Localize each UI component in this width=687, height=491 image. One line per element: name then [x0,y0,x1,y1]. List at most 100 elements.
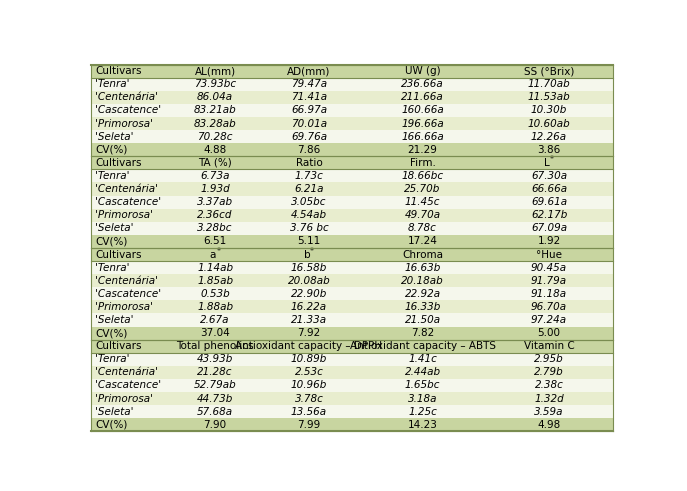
Text: 67.30a: 67.30a [531,171,567,181]
Bar [485,405,613,418]
Text: 7.99: 7.99 [297,420,321,430]
Bar [360,156,485,169]
Bar [485,353,613,366]
Text: 2.67a: 2.67a [201,315,230,325]
Text: °Hue: °Hue [536,249,562,260]
Bar [258,91,360,104]
Bar [360,91,485,104]
Bar [485,156,613,169]
Text: 2.36cd: 2.36cd [197,210,233,220]
Bar [91,340,172,353]
Bar [360,104,485,117]
Text: 44.73b: 44.73b [197,394,234,404]
Text: 4.98: 4.98 [537,420,561,430]
Text: 'Seleta': 'Seleta' [95,132,134,141]
Text: 6.73a: 6.73a [201,171,230,181]
Bar [485,209,613,222]
Bar [172,104,258,117]
Bar [91,130,172,143]
Text: 'Primorosa': 'Primorosa' [95,118,153,129]
Bar [258,78,360,91]
Text: 196.66a: 196.66a [401,118,444,129]
Text: 71.41a: 71.41a [291,92,327,102]
Text: 'Tenra': 'Tenra' [95,355,130,364]
Text: 1.41c: 1.41c [408,355,437,364]
Bar [485,287,613,300]
Text: 11.70ab: 11.70ab [528,79,570,89]
Text: 1.65bc: 1.65bc [405,381,440,390]
Bar [91,183,172,195]
Bar [360,130,485,143]
Bar [91,366,172,379]
Text: 91.79a: 91.79a [531,276,567,286]
Bar [172,235,258,248]
Text: 1.93d: 1.93d [200,184,230,194]
Bar [258,209,360,222]
Text: 236.66a: 236.66a [401,79,444,89]
Bar [258,287,360,300]
Text: 'Centenária': 'Centenária' [95,184,159,194]
Bar [91,300,172,313]
Text: 'Cascatence': 'Cascatence' [95,289,161,299]
Bar [91,274,172,287]
Text: 10.30b: 10.30b [531,106,567,115]
Text: 3.37ab: 3.37ab [197,197,233,207]
Text: 10.89b: 10.89b [291,355,327,364]
Text: 10.60ab: 10.60ab [528,118,570,129]
Text: Ratio: Ratio [295,158,322,168]
Bar [258,169,360,183]
Bar [485,418,613,431]
Text: 97.24a: 97.24a [531,315,567,325]
Text: 79.47a: 79.47a [291,79,327,89]
Text: 0.53b: 0.53b [200,289,230,299]
Text: 7.90: 7.90 [203,420,227,430]
Bar [91,104,172,117]
Text: 'Seleta': 'Seleta' [95,407,134,417]
Bar [91,392,172,405]
Text: 13.56a: 13.56a [291,407,327,417]
Bar [485,366,613,379]
Text: Cultivars: Cultivars [95,158,142,168]
Text: 7.86: 7.86 [297,145,321,155]
Text: 2.53c: 2.53c [295,367,324,378]
Bar [360,78,485,91]
Bar [172,327,258,340]
Text: Cultivars: Cultivars [95,249,142,260]
Bar [485,65,613,78]
Bar [360,117,485,130]
Bar [91,222,172,235]
Bar [172,248,258,261]
Bar [258,300,360,313]
Text: 'Centenária': 'Centenária' [95,276,159,286]
Bar [172,392,258,405]
Bar [258,248,360,261]
Bar [91,261,172,274]
Bar [485,91,613,104]
Bar [172,117,258,130]
Text: 'Seleta': 'Seleta' [95,223,134,233]
Text: 20.18ab: 20.18ab [401,276,444,286]
Bar [485,130,613,143]
Bar [485,248,613,261]
Text: 'Seleta': 'Seleta' [95,315,134,325]
Text: 66.66a: 66.66a [531,184,567,194]
Text: 'Cascatence': 'Cascatence' [95,106,161,115]
Bar [91,313,172,327]
Text: 83.21ab: 83.21ab [194,106,236,115]
Bar [485,222,613,235]
Text: 21.28c: 21.28c [197,367,233,378]
Bar [360,222,485,235]
Text: 37.04: 37.04 [200,328,230,338]
Bar [360,235,485,248]
Bar [485,313,613,327]
Bar [485,117,613,130]
Text: 3.18a: 3.18a [408,394,438,404]
Text: 3.78c: 3.78c [295,394,324,404]
Text: 69.76a: 69.76a [291,132,327,141]
Text: Antioxidant capacity – ABTS: Antioxidant capacity – ABTS [350,341,495,351]
Text: SS (°Brix): SS (°Brix) [524,66,574,76]
Text: a: a [210,249,216,260]
Text: Chroma: Chroma [402,249,443,260]
Text: 3.76 bc: 3.76 bc [290,223,328,233]
Text: 2.95b: 2.95b [534,355,564,364]
